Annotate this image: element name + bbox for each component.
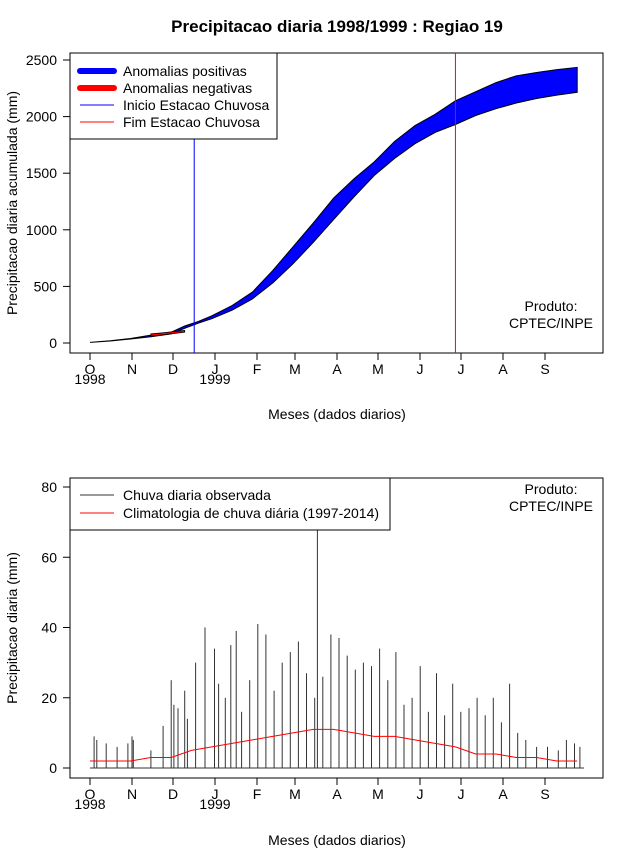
top-y-axis-label: Precipitacao diaria acumulada (mm) [4, 91, 20, 315]
bottom-month-label: A [498, 786, 508, 802]
top-y-tick-label: 2500 [26, 52, 57, 68]
bottom-x-axis-label: Meses (dados diarios) [268, 832, 406, 848]
top-x-axis-label: Meses (dados diarios) [268, 406, 406, 422]
bottom-product-label: Produto: [525, 481, 578, 497]
top-y-axis: 0 500 1000 1500 2000 2500 [26, 52, 70, 351]
top-month-label: N [127, 361, 137, 377]
climatology-line [90, 728, 578, 762]
bottom-month-label: S [540, 786, 549, 802]
bottom-month-label: D [168, 786, 178, 802]
top-month-label: M [289, 361, 301, 377]
legend-label-onset: Inicio Estacao Chuvosa [123, 97, 270, 113]
legend-label-observed: Chuva diaria observada [123, 487, 271, 503]
accumulated-precip-panel: 0 500 1000 1500 2000 2500 O N D J F M A M J J A S Precip… [4, 52, 604, 422]
bottom-year-label-1999: 1999 [199, 796, 230, 812]
top-month-label: A [498, 361, 508, 377]
top-legend-box [69, 52, 278, 140]
bottom-month-label: M [289, 786, 301, 802]
bottom-y-axis-label: Precipitacao diaria (mm) [4, 552, 20, 704]
top-year-label-1998: 1998 [74, 371, 105, 387]
top-product-source: CPTEC/INPE [509, 315, 593, 331]
bottom-y-axis: 0 20 40 60 80 [41, 479, 70, 776]
top-product-label: Produto: [525, 298, 578, 314]
top-month-label: J [458, 361, 465, 377]
top-year-label-1999: 1999 [199, 371, 230, 387]
bottom-month-label: A [332, 786, 342, 802]
bottom-month-label: O [85, 786, 96, 802]
bottom-month-label: N [127, 786, 137, 802]
top-month-label: F [253, 361, 262, 377]
bottom-y-tick-label: 60 [41, 549, 57, 565]
top-month-label: S [540, 361, 549, 377]
bottom-month-label: M [372, 786, 384, 802]
top-y-tick-label: 1500 [26, 165, 57, 181]
legend-label-positive: Anomalias positivas [123, 63, 247, 79]
anomaly-area-positive [89, 66, 578, 343]
bottom-month-label: J [212, 786, 219, 802]
top-month-label: O [85, 361, 96, 377]
top-month-label: J [417, 361, 424, 377]
bottom-y-tick-label: 80 [41, 479, 57, 495]
legend-label-negative: Anomalias negativas [123, 80, 252, 96]
bottom-product-source: CPTEC/INPE [509, 498, 593, 514]
top-month-label: A [332, 361, 342, 377]
bottom-legend: Chuva diaria observada Climatologia de c… [69, 477, 391, 531]
bottom-month-label: J [417, 786, 424, 802]
bottom-legend-box [69, 477, 391, 531]
bottom-year-label-1998: 1998 [74, 796, 105, 812]
bottom-month-label: F [253, 786, 262, 802]
top-y-tick-label: 500 [34, 278, 58, 294]
observed-rain-bars [90, 529, 584, 769]
top-y-tick-label: 0 [49, 335, 57, 351]
bottom-y-tick-label: 0 [49, 760, 57, 776]
daily-precip-panel: 0 20 40 60 80 O N D J F M A M J J A S Precipitacao diar… [4, 477, 604, 848]
top-month-label: J [212, 361, 219, 377]
anomaly-area-negative [150, 330, 186, 337]
top-y-tick-label: 1000 [26, 222, 57, 238]
top-month-label: D [168, 361, 178, 377]
top-legend: Anomalias positivas Anomalias negativas … [69, 52, 278, 140]
top-y-tick-label: 2000 [26, 109, 57, 125]
bottom-y-tick-label: 40 [41, 620, 57, 636]
legend-label-climatology: Climatologia de chuva diária (1997-2014) [123, 505, 379, 521]
bottom-y-tick-label: 20 [41, 690, 57, 706]
top-month-label: M [372, 361, 384, 377]
chart-title: Precipitacao diaria 1998/1999 : Regiao 1… [171, 17, 503, 36]
legend-label-end: Fim Estacao Chuvosa [123, 114, 260, 130]
bottom-month-label: J [458, 786, 465, 802]
